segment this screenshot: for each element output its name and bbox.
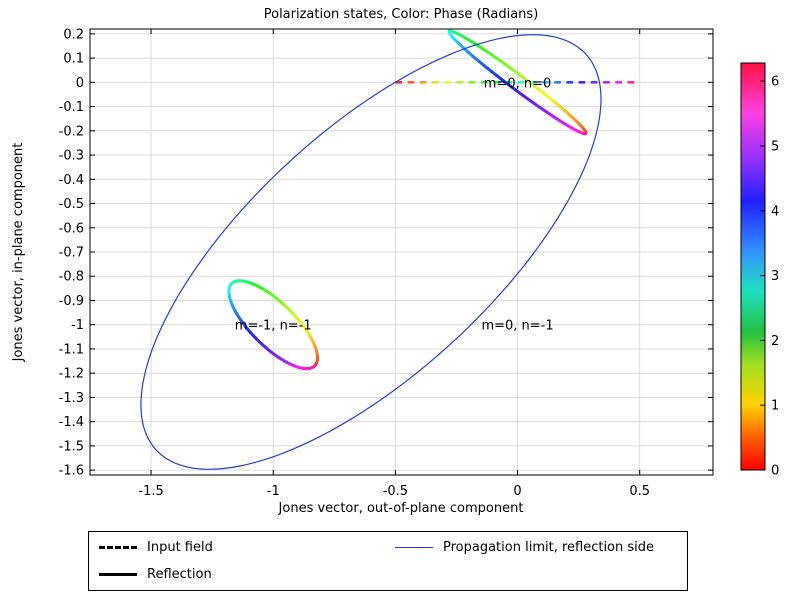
y-tick-label: -1.6 bbox=[59, 464, 84, 479]
y-tick-label: -0.9 bbox=[59, 294, 84, 309]
propagation-limit-curve bbox=[140, 34, 602, 470]
colorbar-tick-label: 5 bbox=[771, 139, 779, 154]
y-tick-label: -1.5 bbox=[59, 439, 84, 454]
chart-title: Polarization states, Color: Phase (Radia… bbox=[264, 7, 539, 22]
x-axis-label: Jones vector, out-of-plane component bbox=[278, 501, 524, 516]
y-tick-label: -0.4 bbox=[59, 173, 84, 188]
blue-line-swatch bbox=[395, 547, 433, 548]
annotation-label: m=-1, n=-1 bbox=[235, 319, 312, 334]
solid-line-swatch bbox=[99, 573, 137, 576]
x-tick-label: -1.5 bbox=[138, 484, 163, 499]
y-tick-label: 0.1 bbox=[63, 52, 84, 67]
plot-curves bbox=[140, 29, 635, 470]
dashed-line-swatch bbox=[99, 546, 137, 549]
y-tick-label: -0.5 bbox=[59, 197, 84, 212]
reflection-curve-segment bbox=[312, 364, 317, 369]
colorbar-tick-label: 2 bbox=[771, 334, 779, 349]
legend-item-input-field: Input field bbox=[99, 540, 213, 555]
legend: Input field Propagation limit, reflectio… bbox=[88, 531, 688, 591]
legend-label: Reflection bbox=[147, 567, 212, 582]
annotation-label: m=0, n=-1 bbox=[481, 319, 553, 334]
colorbar-tick-label: 1 bbox=[771, 399, 779, 414]
x-tick-label: 0.5 bbox=[629, 484, 650, 499]
x-tick-label: -0.5 bbox=[383, 484, 408, 499]
y-tick-label: -1.3 bbox=[59, 391, 84, 406]
y-tick-label: -1.2 bbox=[59, 367, 84, 382]
colorbar-tick-label: 3 bbox=[771, 269, 779, 284]
colorbar-tick-label: 6 bbox=[771, 75, 779, 90]
polarization-chart: Polarization states, Color: Phase (Radia… bbox=[11, 7, 779, 516]
x-tick-label: -1 bbox=[267, 484, 280, 499]
y-tick-label: -0.6 bbox=[59, 221, 84, 236]
y-tick-label: 0.2 bbox=[63, 27, 84, 42]
y-tick-label: -0.8 bbox=[59, 270, 84, 285]
y-tick-label: -0.1 bbox=[59, 100, 84, 115]
colorbar-ticks: 0 1 2 3 4 5 6 bbox=[760, 75, 779, 479]
legend-item-propagation-limit: Propagation limit, reflection side bbox=[395, 540, 654, 555]
y-tick-label: -1.1 bbox=[59, 342, 84, 357]
x-axis-ticks: -1.5 -1 -0.5 0 0.5 bbox=[138, 29, 650, 499]
annotation-label: m=0, n=0 bbox=[484, 76, 552, 91]
y-tick-label: -1.4 bbox=[59, 415, 84, 430]
y-tick-label: 0 bbox=[76, 76, 84, 91]
grid bbox=[90, 29, 713, 475]
legend-item-reflection: Reflection bbox=[99, 567, 212, 582]
colorbar-tick-label: 0 bbox=[771, 464, 779, 479]
legend-label: Input field bbox=[147, 540, 213, 555]
x-tick-label: 0 bbox=[513, 484, 521, 499]
y-tick-label: -0.2 bbox=[59, 124, 84, 139]
colorbar bbox=[740, 62, 766, 471]
y-axis-label: Jones vector, in-plane component bbox=[11, 143, 26, 363]
annotations: m=0, n=0 m=-1, n=-1 m=0, n=-1 bbox=[235, 76, 554, 333]
y-tick-label: -0.3 bbox=[59, 149, 84, 164]
y-axis-ticks: 0.2 0.1 0 -0.1 -0.2 -0.3 -0.4 -0.5 -0.6 -0.7 -0.8 -… bbox=[59, 27, 713, 479]
y-tick-label: -1 bbox=[71, 318, 84, 333]
colorbar-tick-label: 4 bbox=[771, 204, 779, 219]
y-tick-label: -0.7 bbox=[59, 246, 84, 261]
legend-label: Propagation limit, reflection side bbox=[443, 540, 655, 555]
